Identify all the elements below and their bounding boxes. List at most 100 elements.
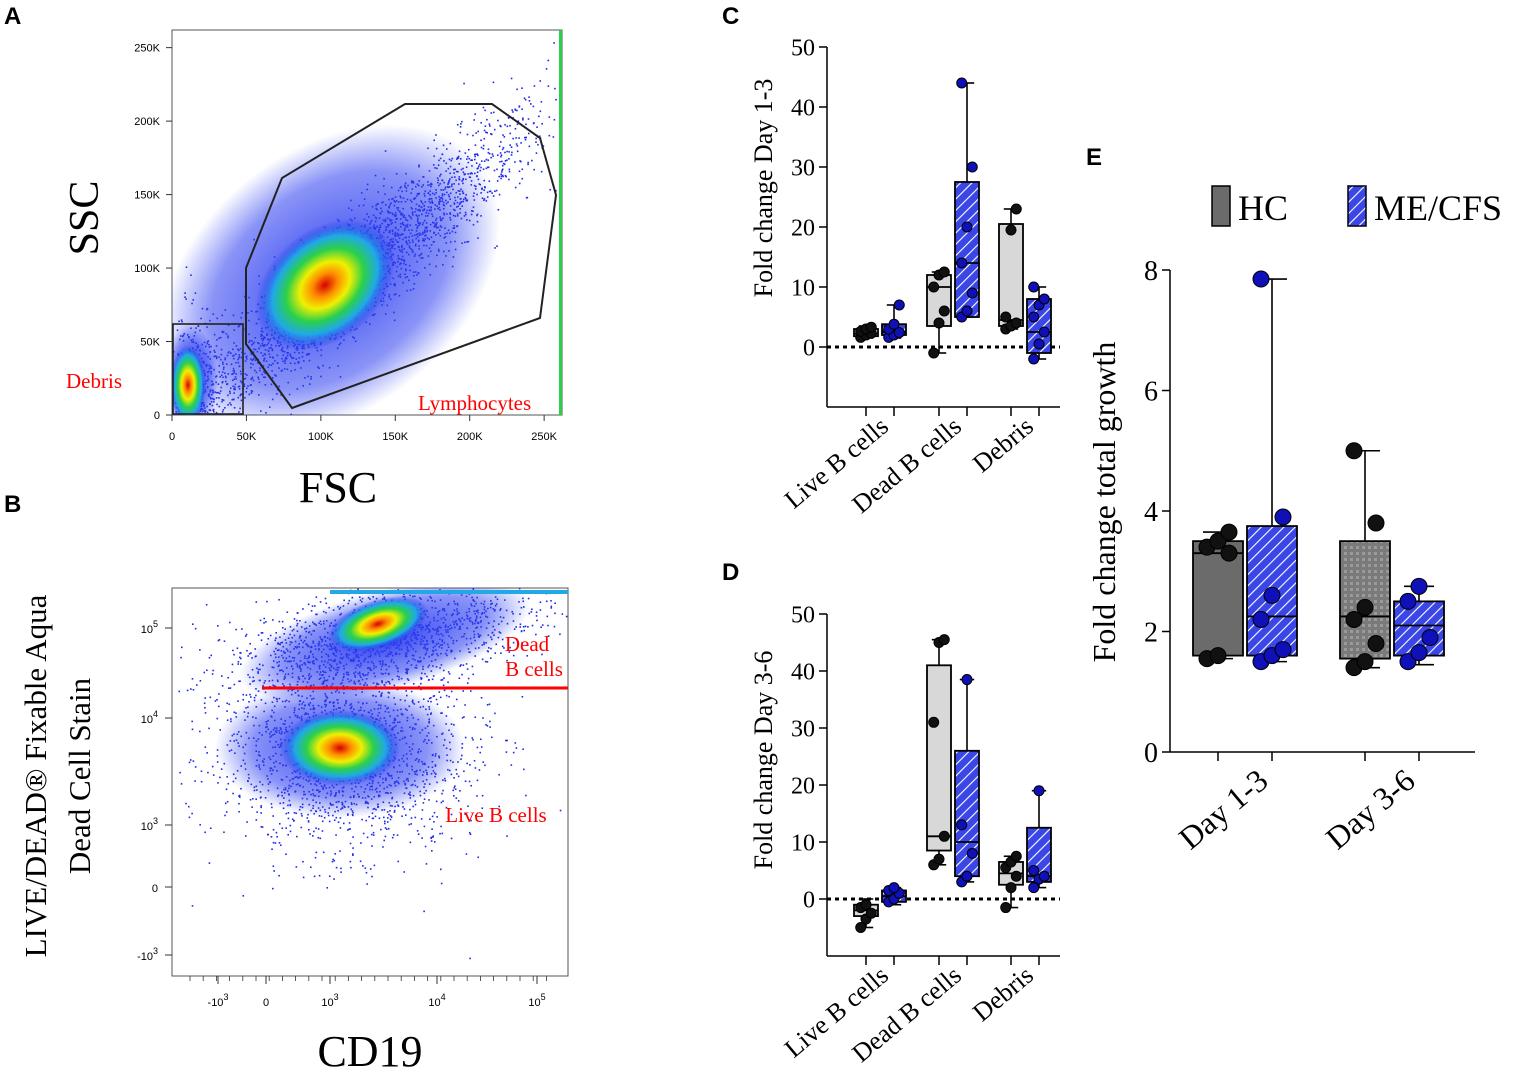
event-dot <box>192 434 194 436</box>
event-dot <box>524 562 526 564</box>
event-dot <box>102 478 104 480</box>
event-dot <box>272 619 274 621</box>
event-dot <box>178 460 180 462</box>
event-dot <box>505 585 507 587</box>
event-dot <box>521 168 524 171</box>
event-dot <box>252 421 254 423</box>
event-dot <box>547 624 549 627</box>
event-dot <box>156 430 158 432</box>
event-dot <box>586 70 588 72</box>
event-dot <box>450 569 452 571</box>
event-dot <box>278 598 280 601</box>
event-dot <box>238 802 240 805</box>
event-dot <box>210 502 212 504</box>
event-dot <box>145 465 147 467</box>
event-dot <box>441 678 444 681</box>
event-dot <box>214 700 217 702</box>
event-dot <box>453 705 455 708</box>
event-dot <box>535 633 537 636</box>
event-dot <box>164 425 166 427</box>
event-dot <box>200 780 203 783</box>
event-dot <box>457 800 460 802</box>
event-dot <box>207 452 209 454</box>
x-tick-label: 0 <box>169 431 175 443</box>
event-dot <box>482 761 485 763</box>
event-dot <box>463 578 465 580</box>
event-dot <box>239 663 242 665</box>
event-dot <box>571 115 573 117</box>
event-dot <box>541 624 544 626</box>
event-dot <box>241 628 243 630</box>
event-dot <box>530 103 532 105</box>
event-dot <box>431 678 434 681</box>
event-dot <box>448 568 450 570</box>
event-dot <box>522 625 525 628</box>
event-dot <box>482 717 484 719</box>
event-dot <box>138 423 140 425</box>
event-dot <box>467 148 470 151</box>
event-dot <box>486 118 488 121</box>
event-dot <box>156 483 158 485</box>
event-dot <box>325 602 328 605</box>
event-dot <box>162 487 164 489</box>
event-dot <box>205 603 208 606</box>
event-dot <box>471 570 473 572</box>
event-dot <box>466 579 468 581</box>
event-dot <box>510 154 513 156</box>
event-dot <box>247 416 249 418</box>
event-dot <box>467 677 470 680</box>
event-dot <box>138 459 140 461</box>
event-dot <box>204 706 206 709</box>
event-dot <box>516 109 518 112</box>
event-dot <box>485 167 488 170</box>
event-dot <box>516 150 519 153</box>
event-dot <box>527 118 530 120</box>
event-dot <box>570 101 572 103</box>
event-dot <box>332 858 334 861</box>
event-dot <box>487 578 489 580</box>
y-tick-label: 100K <box>134 263 160 275</box>
panel-a-x-label: FSC <box>299 463 377 512</box>
event-dot <box>612 45 614 47</box>
event-dot <box>212 669 215 672</box>
event-dot <box>357 588 359 591</box>
event-dot <box>164 653 166 655</box>
event-dot <box>378 817 381 820</box>
event-dot <box>495 189 498 192</box>
event-dot <box>180 783 183 785</box>
event-dot <box>521 643 523 645</box>
event-dot <box>490 112 493 114</box>
event-dot <box>496 154 499 157</box>
event-dot <box>148 471 150 473</box>
event-dot <box>514 161 516 163</box>
event-dot <box>489 125 491 127</box>
x-tick-label: 200K <box>457 431 483 443</box>
event-dot <box>192 688 195 691</box>
event-dot <box>528 145 531 148</box>
event-dot <box>172 426 174 428</box>
event-dot <box>521 642 523 644</box>
event-dot <box>501 148 504 151</box>
event-dot <box>209 424 211 426</box>
event-dot <box>166 498 168 500</box>
event-dot <box>554 567 556 569</box>
event-dot <box>502 134 504 136</box>
event-dot <box>152 450 154 452</box>
event-dot <box>244 635 247 637</box>
y-tick-label: 200K <box>134 116 160 128</box>
event-dot <box>572 81 574 83</box>
event-dot <box>135 485 137 487</box>
event-dot <box>315 851 318 854</box>
event-dot <box>317 828 320 830</box>
event-dot <box>260 639 263 642</box>
event-dot <box>492 155 494 157</box>
event-dot <box>487 151 490 154</box>
event-dot <box>170 377 172 379</box>
event-dot <box>146 481 148 483</box>
event-dot <box>528 582 530 584</box>
event-dot <box>96 457 98 459</box>
event-dot <box>514 127 517 130</box>
event-dot <box>279 844 282 847</box>
event-dot <box>450 837 453 840</box>
